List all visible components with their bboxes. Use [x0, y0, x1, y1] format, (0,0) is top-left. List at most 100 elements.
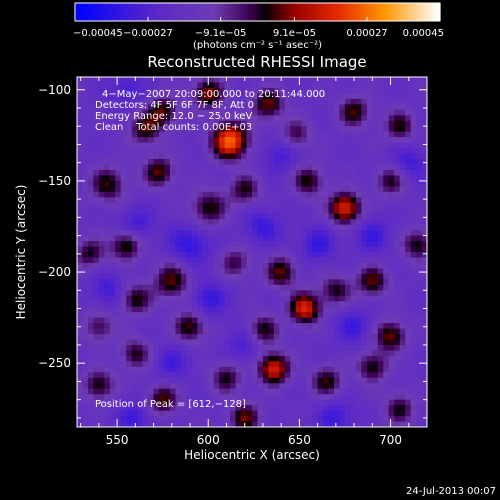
heatmap-cell — [219, 383, 226, 390]
heatmap-cell — [235, 104, 242, 111]
heatmap-cell — [410, 230, 417, 236]
heatmap-cell — [344, 202, 351, 209]
heatmap-cell — [416, 186, 422, 193]
heatmap-cell — [405, 169, 411, 176]
heatmap-cell — [246, 98, 253, 105]
heatmap-cell — [191, 339, 198, 346]
heatmap-cell — [344, 148, 351, 154]
heatmap-cell — [372, 191, 379, 198]
heatmap-cell — [197, 175, 204, 182]
heatmap-cell — [208, 77, 215, 83]
heatmap-cell — [252, 230, 258, 236]
heatmap-cell — [169, 273, 176, 280]
heatmap-cell — [93, 186, 100, 193]
heatmap-cell — [317, 224, 324, 231]
heatmap-cell — [98, 350, 105, 357]
heatmap-cell — [317, 142, 324, 149]
heatmap-cell — [175, 366, 182, 373]
heatmap-cell — [202, 388, 209, 395]
heatmap-cell — [191, 197, 198, 204]
heatmap-cell — [235, 394, 242, 401]
heatmap-cell — [246, 224, 253, 231]
heatmap-cell — [120, 235, 127, 242]
heatmap-cell — [317, 421, 324, 428]
heatmap-cell — [115, 98, 122, 105]
heatmap-cell — [295, 197, 302, 204]
heatmap-cell — [328, 191, 335, 198]
colorbar-strip — [322, 3, 326, 21]
heatmap-cell — [399, 131, 406, 138]
heatmap-cell — [159, 197, 165, 204]
heatmap-cell — [109, 208, 116, 215]
heatmap-cell — [109, 334, 116, 340]
heatmap-cell — [98, 175, 105, 182]
heatmap-cell — [273, 301, 280, 308]
heatmap-cell — [394, 366, 401, 373]
colorbar-strip — [167, 3, 171, 21]
heatmap-cell — [224, 126, 231, 133]
heatmap-cell — [164, 87, 171, 94]
heatmap-cell — [262, 230, 269, 236]
heatmap-cell — [153, 295, 160, 302]
heatmap-cell — [246, 235, 253, 242]
heatmap-cell — [323, 262, 329, 269]
colorbar-strip — [107, 3, 111, 21]
heatmap-cell — [169, 377, 176, 384]
heatmap-cell — [399, 87, 406, 94]
heatmap-cell — [366, 361, 373, 368]
heatmap-cell — [137, 284, 144, 291]
colorbar-strip — [262, 3, 266, 21]
heatmap-cell — [361, 344, 368, 351]
heatmap-cell — [148, 383, 154, 390]
heatmap-cell — [301, 252, 308, 258]
heatmap-cell — [159, 148, 165, 154]
heatmap-cell — [197, 219, 204, 226]
heatmap-cell — [383, 169, 390, 176]
heatmap-cell — [93, 131, 100, 138]
heatmap-cell — [159, 372, 165, 379]
heatmap-cell — [344, 317, 351, 324]
heatmap-cell — [334, 142, 340, 149]
heatmap-cell — [186, 235, 193, 242]
heatmap-cell — [366, 148, 373, 154]
heatmap-cell — [290, 164, 297, 171]
heatmap-cell — [388, 328, 395, 335]
heatmap-cell — [262, 159, 269, 165]
colorbar-strip — [82, 3, 86, 21]
heatmap-cell — [241, 175, 247, 182]
heatmap-cell — [169, 399, 176, 406]
heatmap-cell — [284, 273, 291, 280]
heatmap-cell — [295, 284, 302, 291]
heatmap-cell — [180, 301, 187, 308]
heatmap-cell — [252, 148, 258, 154]
heatmap-cell — [416, 388, 422, 395]
heatmap-cell — [120, 410, 127, 417]
heatmap-cell — [252, 104, 258, 111]
heatmap-cell — [284, 317, 291, 324]
heatmap-cell — [153, 410, 160, 417]
heatmap-cell — [394, 164, 401, 171]
heatmap-cell — [230, 284, 236, 291]
heatmap-cell — [164, 295, 171, 302]
heatmap-cell — [191, 262, 198, 269]
heatmap-cell — [262, 399, 269, 406]
heatmap-cell — [252, 355, 258, 362]
heatmap-cell — [405, 372, 411, 379]
heatmap-cell — [372, 202, 379, 209]
heatmap-cell — [235, 87, 242, 94]
heatmap-cell — [224, 241, 231, 247]
heatmap-cell — [317, 334, 324, 340]
heatmap-cell — [230, 191, 236, 198]
heatmap-cell — [186, 394, 193, 401]
heatmap-cell — [142, 109, 149, 116]
heatmap-cell — [202, 224, 209, 231]
heatmap-cell — [186, 355, 193, 362]
colorbar-strip — [182, 3, 186, 21]
heatmap-cell — [257, 388, 264, 395]
heatmap-cell — [159, 142, 165, 149]
heatmap-cell — [191, 98, 198, 105]
heatmap-cell — [323, 202, 329, 209]
colorbar-strip — [247, 3, 251, 21]
heatmap-cell — [98, 372, 105, 379]
heatmap-cell — [115, 208, 122, 215]
